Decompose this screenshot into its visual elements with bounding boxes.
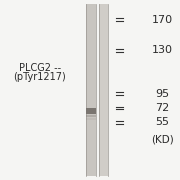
- Bar: [99, 4, 108, 176]
- Text: PLCG2 --: PLCG2 --: [19, 62, 61, 73]
- Text: 72: 72: [155, 103, 169, 113]
- Bar: [86, 108, 96, 114]
- Bar: [86, 115, 96, 117]
- Text: 95: 95: [155, 89, 169, 99]
- Text: 130: 130: [152, 45, 172, 55]
- Bar: [86, 118, 96, 120]
- Text: 170: 170: [151, 15, 173, 25]
- Text: 55: 55: [155, 117, 169, 127]
- Text: (pTyr1217): (pTyr1217): [13, 72, 66, 82]
- Bar: [86, 4, 96, 176]
- Text: (KD): (KD): [151, 134, 173, 145]
